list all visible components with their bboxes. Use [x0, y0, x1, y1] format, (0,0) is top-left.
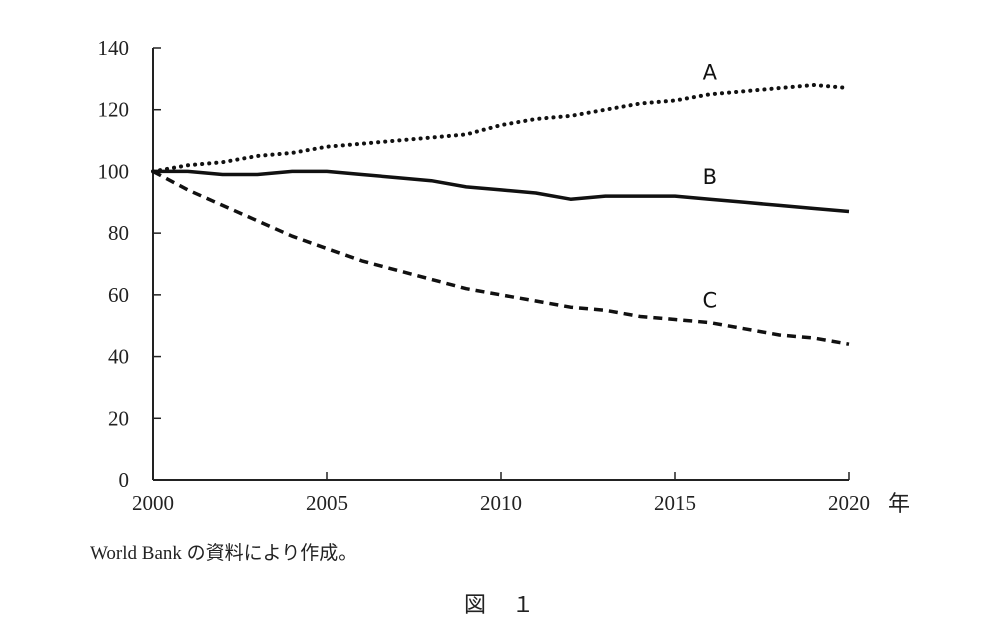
y-tick-label: 20: [108, 406, 129, 430]
x-tick-label: 2010: [480, 491, 522, 515]
x-tick-label: 2020: [828, 491, 870, 515]
series-label-a: A: [703, 60, 718, 84]
x-tick-label: 2015: [654, 491, 696, 515]
series-line-a: [151, 83, 851, 174]
x-tick-label: 2005: [306, 491, 348, 515]
y-tick-label: 120: [98, 98, 130, 122]
x-axis-unit-label: 年: [888, 492, 910, 517]
y-tick-label: 100: [98, 159, 130, 183]
series-line-b: [153, 169, 850, 214]
x-tick-label: 2000: [132, 491, 174, 515]
y-tick-label: 0: [119, 468, 130, 492]
chart-series-labels: A B C: [702, 60, 717, 312]
chart-series: [151, 83, 851, 346]
series-label-c: C: [702, 289, 717, 313]
y-tick-label: 40: [108, 345, 129, 369]
y-tick-label: 80: [108, 221, 129, 245]
chart-axes: 0 20 40 60 80 100 120 140 2000 2005 2010 2015 2020 年: [98, 36, 911, 517]
series-line-c: [152, 169, 850, 346]
figure-caption: 図 １: [463, 593, 536, 618]
source-note: World Bank の資料により作成。: [90, 543, 358, 564]
series-label-b: B: [703, 165, 717, 189]
y-tick-label: 140: [98, 36, 130, 60]
y-tick-label: 60: [108, 283, 129, 307]
